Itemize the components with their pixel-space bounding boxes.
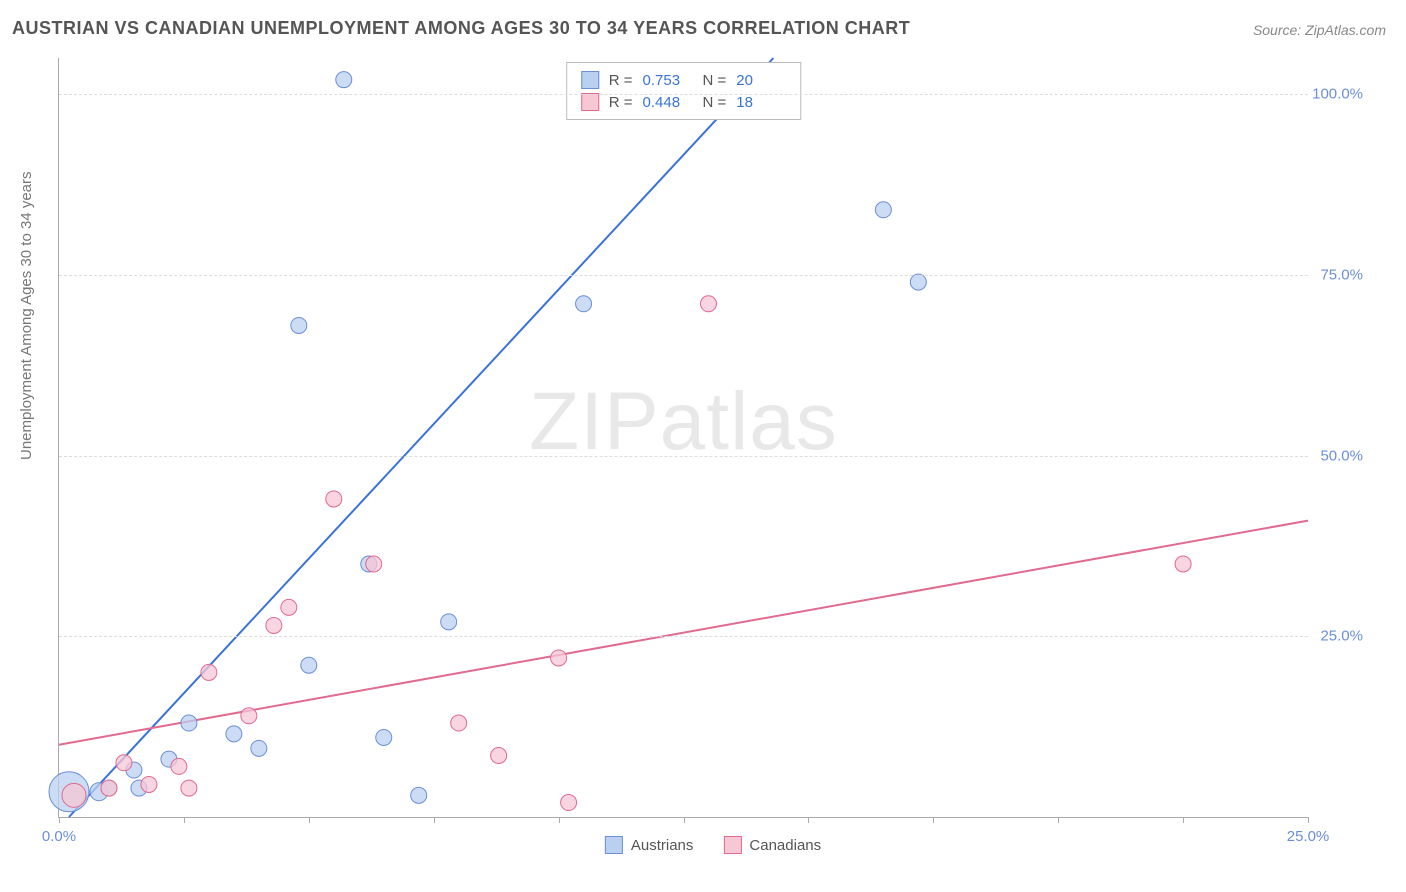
gridline bbox=[59, 94, 1308, 95]
legend-label-austrians: Austrians bbox=[631, 837, 694, 854]
data-point bbox=[451, 715, 467, 731]
plot-svg bbox=[59, 58, 1308, 817]
series-legend: Austrians Canadians bbox=[605, 836, 821, 854]
data-point bbox=[301, 657, 317, 673]
chart-title: AUSTRIAN VS CANADIAN UNEMPLOYMENT AMONG … bbox=[12, 18, 910, 39]
data-point bbox=[366, 556, 382, 572]
legend-item-canadians: Canadians bbox=[723, 836, 821, 854]
data-point bbox=[171, 758, 187, 774]
ytick-label: 50.0% bbox=[1320, 447, 1363, 464]
r-label: R = bbox=[609, 94, 633, 111]
trend-line bbox=[69, 58, 773, 817]
swatch-canadians-icon bbox=[723, 836, 741, 854]
r-value-austrians: 0.753 bbox=[643, 72, 693, 89]
correlation-legend: R = 0.753 N = 20 R = 0.448 N = 18 bbox=[566, 62, 802, 120]
data-point bbox=[700, 296, 716, 312]
data-point bbox=[241, 708, 257, 724]
data-point bbox=[141, 776, 157, 792]
data-point bbox=[875, 202, 891, 218]
xtick bbox=[808, 817, 809, 823]
data-point bbox=[181, 715, 197, 731]
xtick bbox=[434, 817, 435, 823]
data-point bbox=[441, 614, 457, 630]
gridline bbox=[59, 636, 1308, 637]
data-point bbox=[551, 650, 567, 666]
xtick bbox=[309, 817, 310, 823]
swatch-austrians bbox=[581, 71, 599, 89]
gridline bbox=[59, 275, 1308, 276]
data-point bbox=[251, 740, 267, 756]
n-label: N = bbox=[703, 94, 727, 111]
data-point bbox=[226, 726, 242, 742]
ytick-label: 75.0% bbox=[1320, 266, 1363, 283]
data-point bbox=[281, 599, 297, 615]
data-point bbox=[561, 795, 577, 811]
gridline bbox=[59, 456, 1308, 457]
n-value-canadians: 18 bbox=[736, 94, 786, 111]
data-point bbox=[491, 748, 507, 764]
ytick-label: 100.0% bbox=[1312, 86, 1363, 103]
swatch-canadians bbox=[581, 93, 599, 111]
data-point bbox=[181, 780, 197, 796]
data-point bbox=[201, 664, 217, 680]
xtick bbox=[559, 817, 560, 823]
xtick bbox=[1183, 817, 1184, 823]
r-label: R = bbox=[609, 72, 633, 89]
data-point bbox=[910, 274, 926, 290]
data-point bbox=[326, 491, 342, 507]
legend-item-austrians: Austrians bbox=[605, 836, 694, 854]
plot-region: ZIPatlas R = 0.753 N = 20 R = 0.448 N = … bbox=[58, 58, 1308, 818]
data-point bbox=[266, 617, 282, 633]
r-value-canadians: 0.448 bbox=[643, 94, 693, 111]
data-point bbox=[62, 783, 86, 807]
xtick bbox=[684, 817, 685, 823]
data-point bbox=[291, 317, 307, 333]
n-value-austrians: 20 bbox=[736, 72, 786, 89]
data-point bbox=[101, 780, 117, 796]
xtick bbox=[933, 817, 934, 823]
data-point bbox=[576, 296, 592, 312]
ytick-label: 25.0% bbox=[1320, 628, 1363, 645]
data-point bbox=[411, 787, 427, 803]
xtick bbox=[1308, 817, 1309, 823]
data-point bbox=[1175, 556, 1191, 572]
xtick bbox=[184, 817, 185, 823]
xtick-label: 25.0% bbox=[1287, 828, 1330, 845]
xtick bbox=[59, 817, 60, 823]
xtick-label: 0.0% bbox=[42, 828, 76, 845]
y-axis-label: Unemployment Among Ages 30 to 34 years bbox=[18, 171, 35, 460]
data-point bbox=[376, 729, 392, 745]
n-label: N = bbox=[703, 72, 727, 89]
correlation-row-austrians: R = 0.753 N = 20 bbox=[581, 69, 787, 91]
xtick bbox=[1058, 817, 1059, 823]
swatch-austrians-icon bbox=[605, 836, 623, 854]
data-point bbox=[336, 72, 352, 88]
source-attribution: Source: ZipAtlas.com bbox=[1253, 22, 1386, 38]
legend-label-canadians: Canadians bbox=[749, 837, 821, 854]
data-point bbox=[116, 755, 132, 771]
chart-area: ZIPatlas R = 0.753 N = 20 R = 0.448 N = … bbox=[58, 58, 1368, 858]
